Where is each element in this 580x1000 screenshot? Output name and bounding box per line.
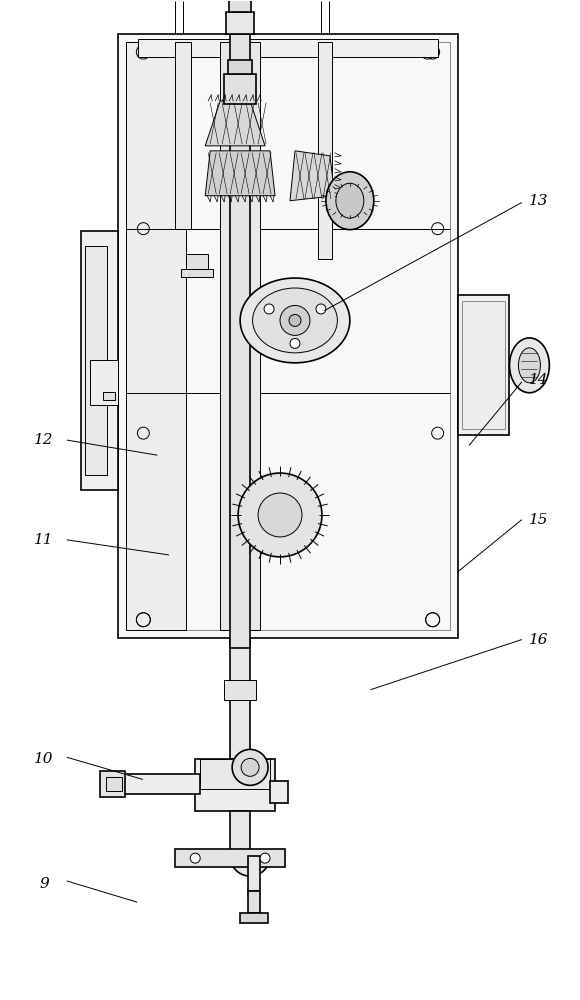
Bar (220, 42, 260, 630)
Bar (126, 42, 450, 630)
Bar (195, 759, 275, 811)
Bar (230, 811, 250, 856)
Bar (139, 39, 438, 57)
Circle shape (289, 314, 301, 326)
Bar (186, 254, 208, 269)
Bar (200, 759, 270, 789)
Text: 14: 14 (529, 373, 549, 387)
Polygon shape (205, 151, 275, 196)
Text: 13: 13 (529, 194, 549, 208)
Bar (81, 231, 118, 490)
Ellipse shape (240, 278, 350, 363)
Bar (458, 295, 509, 435)
Circle shape (190, 853, 200, 863)
Circle shape (232, 749, 268, 785)
Bar (90, 360, 118, 405)
Polygon shape (230, 856, 270, 876)
Circle shape (316, 304, 326, 314)
Ellipse shape (509, 338, 549, 393)
Bar (229, 0, 251, 12)
Text: 9: 9 (39, 877, 49, 891)
Circle shape (264, 304, 274, 314)
Bar (270, 781, 288, 803)
Bar (462, 301, 506, 429)
Bar (224, 74, 256, 104)
Bar (230, 34, 250, 648)
Bar (240, 913, 268, 923)
Circle shape (258, 493, 302, 537)
Bar (230, 638, 250, 759)
Circle shape (260, 853, 270, 863)
Bar (248, 891, 260, 913)
Bar (175, 849, 285, 867)
Circle shape (241, 758, 259, 776)
Bar (228, 60, 252, 74)
Bar (248, 856, 260, 891)
Bar (118, 34, 458, 638)
Bar (85, 246, 107, 475)
Polygon shape (290, 151, 335, 201)
Text: 11: 11 (34, 533, 54, 547)
Text: 16: 16 (529, 633, 549, 647)
Bar (103, 392, 115, 400)
Text: 10: 10 (34, 752, 54, 766)
Bar (121, 774, 200, 794)
Ellipse shape (326, 172, 374, 230)
Bar (224, 680, 256, 700)
Bar (226, 12, 254, 34)
Bar (182, 269, 213, 277)
Bar (318, 42, 332, 259)
Bar (107, 777, 122, 791)
Text: 12: 12 (34, 433, 54, 447)
Bar (126, 42, 186, 630)
Text: 15: 15 (529, 513, 549, 527)
Ellipse shape (336, 183, 364, 218)
Bar (175, 42, 191, 229)
Bar (100, 771, 125, 797)
Circle shape (290, 338, 300, 348)
Circle shape (238, 473, 322, 557)
Circle shape (280, 305, 310, 335)
Ellipse shape (252, 288, 338, 353)
Polygon shape (205, 101, 265, 146)
Ellipse shape (519, 348, 541, 383)
